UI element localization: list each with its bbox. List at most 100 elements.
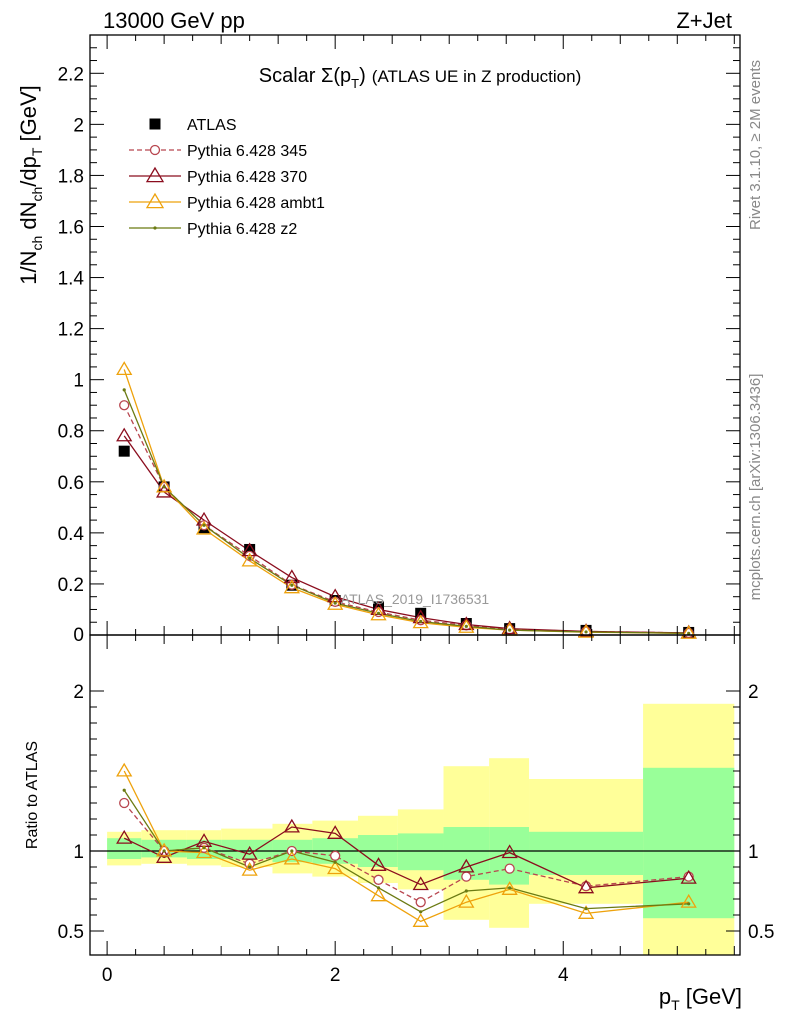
ratio-point-pythia-6-428-370 bbox=[458, 858, 475, 873]
ratio-point-pythia-6-428-z2 bbox=[248, 865, 252, 869]
main-panel: 0.2 0.4 0.6 0.8 1 1.2 1.4 1.6 1.8 2 2.2 0 Scalar Σ(… bbox=[16, 34, 741, 646]
main-ytick-label: 1.2 bbox=[58, 320, 84, 341]
x-tick-label: 2 bbox=[330, 965, 341, 986]
ratio-point-pythia-6-428-ambt1 bbox=[370, 887, 387, 902]
main-title-main: Scalar Σ(p bbox=[259, 65, 351, 87]
main-title: Scalar Σ(pT) (ATLAS UE in Z production) bbox=[259, 65, 581, 91]
main-ytick-label: 0.2 bbox=[58, 575, 84, 596]
ylabel-part-1: ch bbox=[29, 236, 45, 251]
ratio-point-pythia-6-428-370 bbox=[501, 844, 518, 859]
ratio-point-pythia-6-428-ambt1 bbox=[327, 860, 344, 875]
ratio-point-pythia-6-428-370 bbox=[412, 876, 429, 891]
main-point-pythia-6-428-ambt1 bbox=[327, 596, 344, 610]
ratio-point-pythia-6-428-370 bbox=[241, 845, 258, 860]
main-point-pythia-6-428-z2 bbox=[162, 485, 166, 489]
x-tick-label: 4 bbox=[558, 965, 569, 986]
ylabel-part-5: T bbox=[29, 147, 45, 156]
ratio-ytick-label-right: 0.5 bbox=[748, 922, 774, 943]
analysis-watermark: ATLAS_2019_I1736531 bbox=[341, 591, 490, 607]
main-point-pythia-6-428-z2 bbox=[508, 628, 512, 632]
main-point-pythia-6-428-z2 bbox=[419, 619, 423, 624]
ratio-point-pythia-6-428-z2 bbox=[376, 886, 381, 890]
legend-label-atlas: ATLAS bbox=[187, 117, 237, 134]
ratio-point-pythia-6-428-370 bbox=[327, 825, 344, 839]
ylabel-part-6: [GeV] bbox=[16, 85, 41, 147]
legend-marker-pythia-6-428-z2 bbox=[153, 226, 157, 230]
main-ytick-label: 1 bbox=[73, 371, 84, 392]
ratio-point-pythia-6-428-ambt1 bbox=[501, 881, 518, 895]
ratio-frame bbox=[89, 634, 741, 956]
ratio-band-inner bbox=[443, 827, 490, 880]
ratio-point-pythia-6-428-345 bbox=[119, 797, 130, 809]
main-point-pythia-6-428-ambt1 bbox=[116, 361, 133, 376]
ratio-line-pythia-6-428-370 bbox=[123, 826, 689, 889]
ratio-point-pythia-6-428-ambt1 bbox=[577, 905, 595, 919]
ratio-point-pythia-6-428-z2 bbox=[508, 886, 512, 890]
main-point-pythia-6-428-370 bbox=[241, 542, 258, 557]
main-point-atlas bbox=[244, 543, 256, 555]
rivet-label: Rivet 3.1.10, ≥ 2M events bbox=[747, 60, 764, 230]
ratio-point-pythia-6-428-370 bbox=[577, 879, 595, 894]
ratio-point-pythia-6-428-345 bbox=[461, 871, 472, 882]
main-point-pythia-6-428-ambt1 bbox=[283, 579, 300, 594]
main-point-pythia-6-428-345 bbox=[119, 400, 130, 411]
main-point-pythia-6-428-ambt1 bbox=[195, 520, 213, 535]
main-point-pythia-6-428-z2 bbox=[202, 523, 206, 527]
main-ylabel: 1/Nch dNch/dpT [GeV] bbox=[16, 85, 45, 285]
ratio-series-lines bbox=[123, 770, 689, 923]
main-ytick-label: 0.4 bbox=[58, 524, 85, 545]
main-point-pythia-6-428-370 bbox=[116, 427, 133, 442]
main-point-pythia-6-428-ambt1 bbox=[577, 623, 595, 638]
x-tick-label: 0 bbox=[102, 965, 113, 986]
main-ytick-label: 0.6 bbox=[58, 473, 84, 494]
ratio-ylabel: Ratio to ATLAS bbox=[24, 741, 41, 849]
ratio-point-pythia-6-428-ambt1 bbox=[116, 762, 133, 777]
main-point-pythia-6-428-ambt1 bbox=[412, 614, 429, 629]
mcplots-label: mcplots.cern.ch [arXiv:1306.3436] bbox=[747, 374, 764, 601]
ratio-point-pythia-6-428-ambt1 bbox=[283, 850, 300, 865]
legend-marker-atlas bbox=[149, 118, 161, 130]
header-left: 13000 GeV pp bbox=[103, 8, 245, 33]
legend-marker-pythia-6-428-ambt1 bbox=[145, 192, 165, 209]
x-axis-label: pT [GeV] bbox=[659, 984, 742, 1013]
ratio-point-pythia-6-428-z2 bbox=[584, 907, 588, 911]
ratio-band-inner bbox=[643, 767, 735, 919]
main-point-pythia-6-428-ambt1 bbox=[680, 625, 697, 639]
ratio-point-pythia-6-428-z2 bbox=[419, 910, 423, 914]
ratio-ytick-label-right: 2 bbox=[748, 682, 759, 703]
ylabel-part-2: dN bbox=[16, 202, 41, 236]
legend-label-pythia-6-428-345: Pythia 6.428 345 bbox=[187, 143, 307, 160]
legend-label-pythia-6-428-370: Pythia 6.428 370 bbox=[187, 169, 307, 186]
main-point-pythia-6-428-z2 bbox=[122, 388, 126, 392]
main-point-pythia-6-428-ambt1 bbox=[370, 606, 387, 621]
header-right: Z+Jet bbox=[676, 8, 732, 33]
ratio-point-pythia-6-428-345 bbox=[373, 874, 384, 885]
ratio-line-pythia-6-428-z2 bbox=[123, 789, 689, 913]
ratio-band-inner bbox=[489, 827, 530, 885]
ratio-band-inner bbox=[221, 839, 273, 859]
main-point-pythia-6-428-ambt1 bbox=[241, 552, 258, 567]
ratio-ytick-label: 0.5 bbox=[58, 922, 84, 943]
main-ytick-label: 1.6 bbox=[58, 217, 84, 238]
main-series-lines bbox=[123, 369, 689, 634]
ratio-point-pythia-6-428-z2 bbox=[687, 902, 691, 906]
ratio-point-pythia-6-428-370 bbox=[283, 818, 300, 833]
legend-marker-pythia-6-428-345 bbox=[149, 144, 161, 156]
main-point-pythia-6-428-z2 bbox=[584, 630, 588, 634]
main-point-pythia-6-428-ambt1 bbox=[458, 619, 475, 633]
ratio-point-pythia-6-428-z2 bbox=[464, 889, 468, 893]
ratio-point-pythia-6-428-370 bbox=[680, 869, 697, 884]
ylabel-part-0: 1/N bbox=[16, 251, 41, 285]
ratio-point-pythia-6-428-ambt1 bbox=[195, 844, 213, 859]
ratio-axes: 0.5 0.5 1 1 2 2 0 2 4 bbox=[58, 635, 774, 986]
main-point-pythia-6-428-z2 bbox=[376, 611, 381, 615]
legend: ATLAS Pythia 6.428 345 Pythia 6.428 370 Pyt… bbox=[129, 117, 325, 238]
ratio-line-pythia-6-428-ambt1 bbox=[123, 770, 689, 923]
legend-marker-pythia-6-428-370 bbox=[145, 166, 165, 183]
main-point-pythia-6-428-z2 bbox=[464, 624, 468, 628]
main-point-pythia-6-428-370 bbox=[458, 616, 475, 631]
main-ytick-label: 2.2 bbox=[58, 64, 84, 85]
ratio-ytick-label: 2 bbox=[73, 682, 84, 703]
ylabel-part-4: /dp bbox=[16, 156, 41, 187]
